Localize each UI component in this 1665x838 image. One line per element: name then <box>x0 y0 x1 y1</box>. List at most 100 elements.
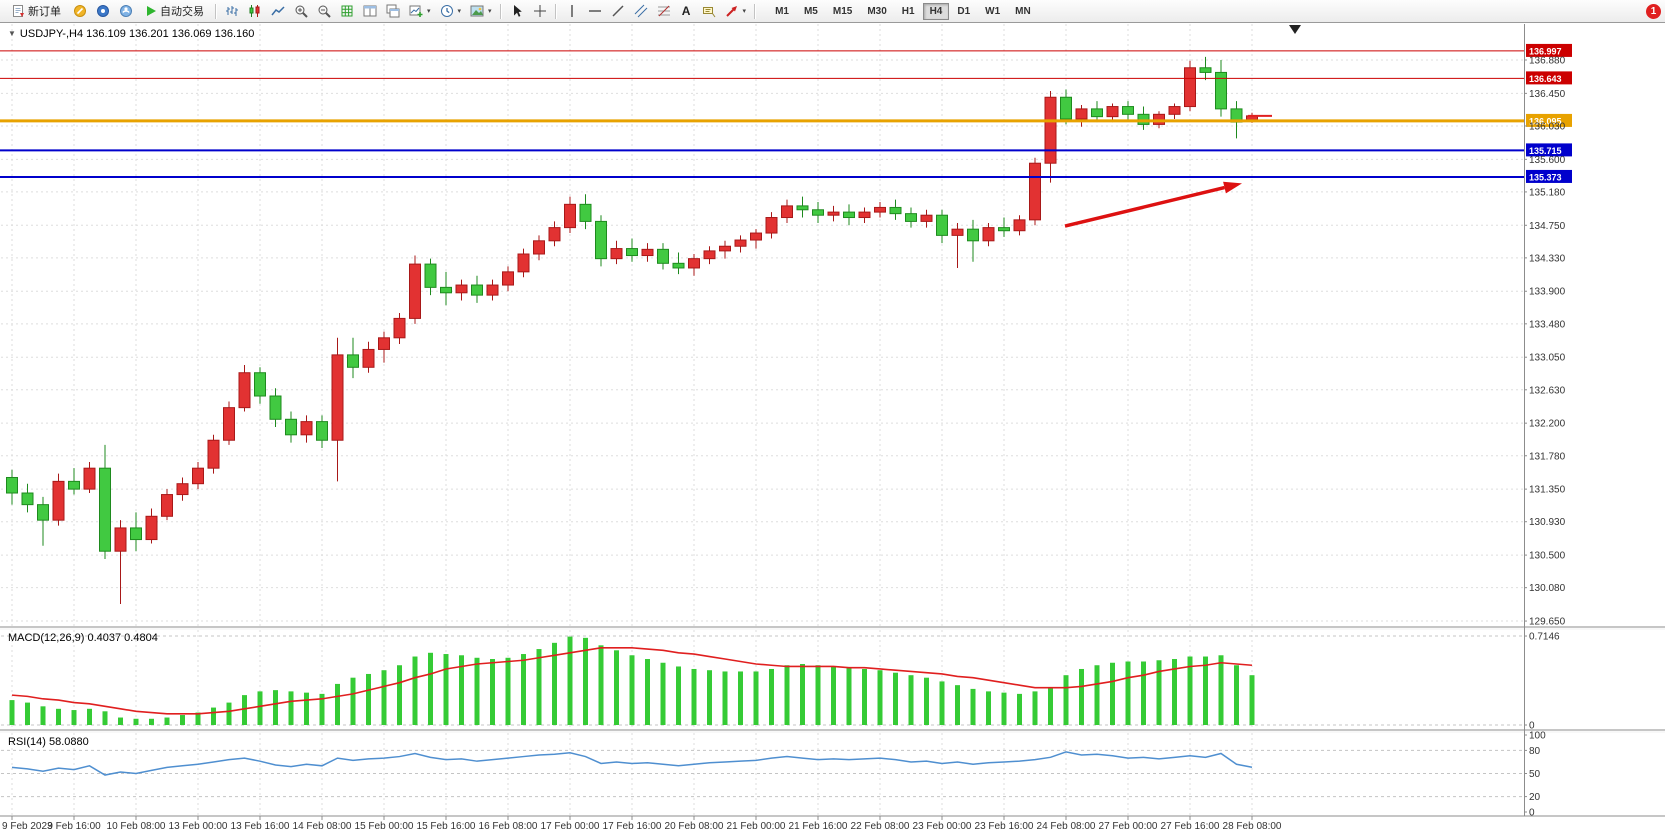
dropdown-caret: ▾ <box>427 8 431 15</box>
svg-text:131.350: 131.350 <box>1529 485 1566 496</box>
svg-text:130.930: 130.930 <box>1529 517 1566 528</box>
timeframe-button-H4[interactable]: H4 <box>922 2 950 20</box>
community-button[interactable] <box>115 2 137 21</box>
svg-text:9 Feb 16:00: 9 Feb 16:00 <box>47 821 101 832</box>
timeframe-button-D1[interactable]: D1 <box>950 3 977 20</box>
clock-icon <box>440 5 453 17</box>
svg-text:130.080: 130.080 <box>1529 583 1566 594</box>
price-label-box <box>1526 113 1572 127</box>
tile-windows-button[interactable] <box>359 2 381 21</box>
main-toolbar: 新订单 自动交易 <box>0 0 1665 23</box>
autotrading-button[interactable]: 自动交易 <box>138 2 211 21</box>
price-label-text: 136.643 <box>1529 74 1562 84</box>
trend-arrow[interactable] <box>1064 181 1242 228</box>
metaeditor-button[interactable] <box>69 2 91 21</box>
dropdown-caret: ▾ <box>742 8 747 15</box>
horizontal-line-135.373[interactable]: 135.373 <box>0 169 1572 183</box>
svg-text:131.780: 131.780 <box>1529 451 1566 462</box>
toolbar-separator <box>499 3 502 19</box>
horizontal-line-136.095[interactable]: 136.095 <box>0 113 1572 127</box>
toolbar-separator <box>554 3 557 19</box>
timeframe-button-W1[interactable]: W1 <box>978 3 1007 20</box>
horizontal-line-136.997[interactable]: 136.997 <box>0 43 1572 57</box>
toolbar-separator <box>754 3 757 19</box>
chart-title-text: USDJPY-,H4 136.109 136.201 136.069 136.1… <box>19 28 255 40</box>
vertical-line-button[interactable] <box>561 2 583 21</box>
new-chart-button[interactable]: ▾ <box>405 2 435 21</box>
timeframe-button-H1[interactable]: H1 <box>895 3 922 20</box>
candlestick-chart-button[interactable] <box>244 2 266 21</box>
timeframe-button-MN[interactable]: MN <box>1008 3 1038 20</box>
notification-badge[interactable]: 1 <box>1646 3 1661 19</box>
svg-text:16 Feb 08:00: 16 Feb 08:00 <box>479 821 538 832</box>
svg-text:132.200: 132.200 <box>1529 419 1566 430</box>
vertical-line-icon <box>570 5 573 17</box>
fibonacci-button[interactable] <box>653 2 675 21</box>
trendline-button[interactable] <box>607 2 629 21</box>
zoom-out-button[interactable] <box>313 2 335 21</box>
price-axis[interactable]: 136.880 136.450 136.030 135.600 135.180 134.7… <box>1524 56 1566 819</box>
zoom-in-icon <box>295 5 308 18</box>
svg-text:14 Feb 08:00: 14 Feb 08:00 <box>293 821 352 832</box>
community-icon <box>120 5 132 17</box>
price-label-box <box>1526 71 1572 85</box>
cursor-button[interactable] <box>506 2 528 21</box>
text-label-button[interactable] <box>698 2 720 21</box>
svg-text:134.750: 134.750 <box>1529 221 1566 232</box>
timeframe-button-M15[interactable]: M15 <box>826 3 859 20</box>
svg-text:0: 0 <box>1529 808 1535 819</box>
svg-text:135.180: 135.180 <box>1529 187 1566 198</box>
cascade-windows-button[interactable] <box>382 2 404 21</box>
grid-button[interactable] <box>336 2 358 21</box>
new-order-button[interactable]: 新订单 <box>4 2 68 21</box>
price-label-text: 135.715 <box>1529 146 1562 156</box>
timeframe-button-M5[interactable]: M5 <box>797 3 825 20</box>
mql5-button[interactable] <box>92 2 114 21</box>
template-icon <box>470 5 484 17</box>
one-click-trading-toggle[interactable]: ▼ <box>8 29 16 38</box>
chart-shift-marker[interactable] <box>1289 25 1301 34</box>
chart-plot-area[interactable] <box>0 24 1524 626</box>
svg-text:28 Feb 08:00: 28 Feb 08:00 <box>1223 821 1282 832</box>
rsi-indicator-label: RSI(14) 58.0880 <box>8 736 89 748</box>
period-button[interactable]: ▾ <box>436 2 466 21</box>
candlestick-chart-icon <box>249 5 260 17</box>
bar-chart-button[interactable] <box>221 2 243 21</box>
svg-text:132.630: 132.630 <box>1529 385 1566 396</box>
svg-text:135.600: 135.600 <box>1529 155 1566 166</box>
horizontal-line-button[interactable] <box>584 2 606 21</box>
macd-histogram <box>9 636 1255 725</box>
tile-windows-icon <box>363 5 377 17</box>
horizontal-line-136.643[interactable]: 136.643 <box>0 71 1572 85</box>
macd-indicator-label: MACD(12,26,9) 0.4037 0.4804 <box>8 632 158 644</box>
svg-text:13 Feb 16:00: 13 Feb 16:00 <box>231 821 290 832</box>
text-button[interactable]: A <box>676 2 697 21</box>
toolbar-separator <box>215 3 217 19</box>
svg-text:80: 80 <box>1529 746 1541 757</box>
line-chart-button[interactable] <box>267 2 289 21</box>
svg-text:50: 50 <box>1529 769 1541 780</box>
template-button[interactable]: ▾ <box>466 2 496 21</box>
price-label-text: 136.997 <box>1529 46 1562 56</box>
horizontal-line-135.715[interactable]: 135.715 <box>0 143 1572 157</box>
arrow-tool-icon <box>725 6 737 17</box>
new-order-label: 新订单 <box>28 6 61 18</box>
svg-text:23 Feb 00:00: 23 Feb 00:00 <box>913 821 972 832</box>
svg-text:100: 100 <box>1529 731 1546 742</box>
rsi-panel-splitter[interactable] <box>0 727 1665 733</box>
timeframe-button-M30[interactable]: M30 <box>860 3 893 20</box>
new-chart-icon <box>409 5 423 17</box>
arrows-button[interactable]: ▾ <box>721 2 751 21</box>
svg-text:133.050: 133.050 <box>1529 353 1566 364</box>
channel-button[interactable] <box>630 2 652 21</box>
svg-text:17 Feb 00:00: 17 Feb 00:00 <box>541 821 600 832</box>
zoom-in-button[interactable] <box>290 2 312 21</box>
metaeditor-icon <box>74 5 86 17</box>
svg-text:136.030: 136.030 <box>1529 121 1566 132</box>
svg-text:27 Feb 00:00: 27 Feb 00:00 <box>1099 821 1158 832</box>
price-label-text: 136.095 <box>1529 116 1562 126</box>
timeframe-button-M1[interactable]: M1 <box>768 3 796 20</box>
crosshair-button[interactable] <box>529 2 551 21</box>
price-label-text: 135.373 <box>1529 172 1562 182</box>
